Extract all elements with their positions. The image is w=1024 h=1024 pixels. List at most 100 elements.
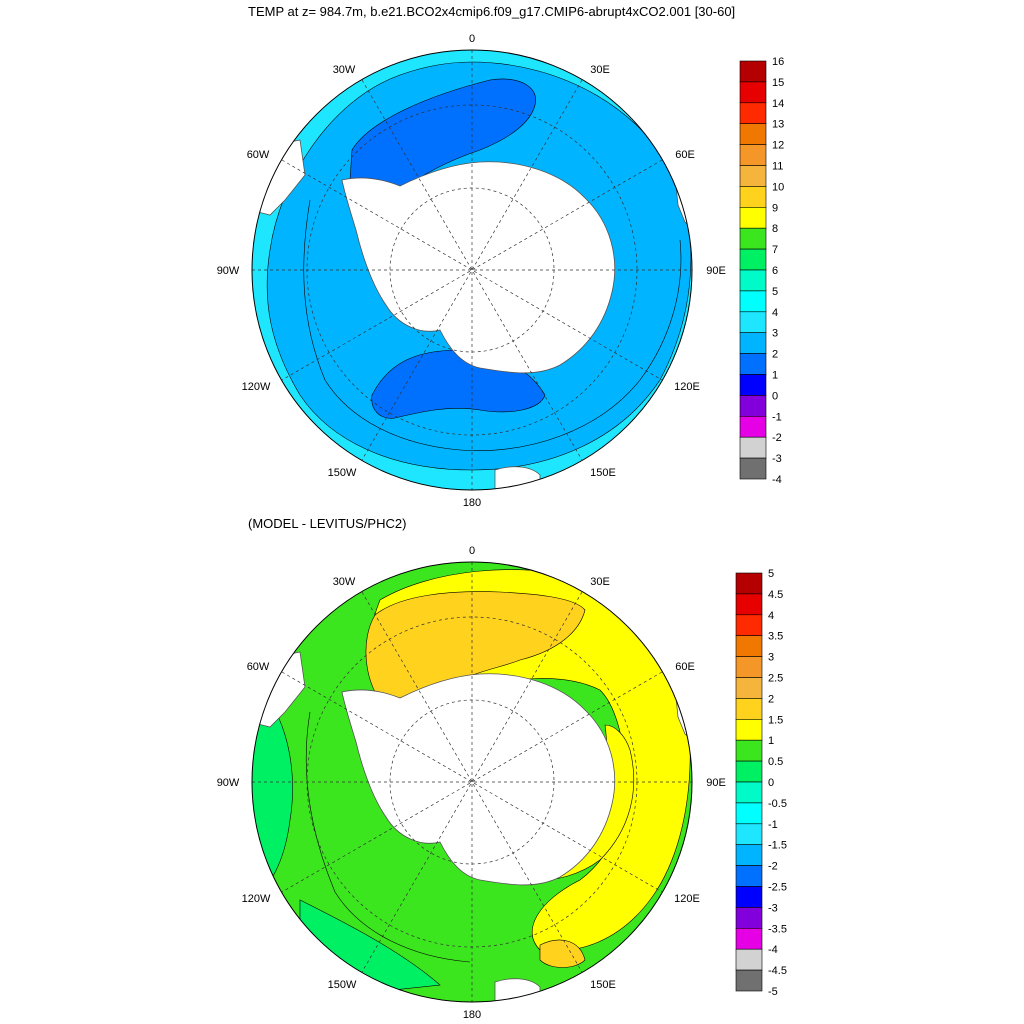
bottom-colorbar-swatch-1 — [735, 593, 763, 616]
bottom-colorbar-label-18: -4 — [768, 944, 778, 956]
top-colorbar-swatch-1 — [739, 81, 767, 104]
top-colorbar-swatch-12 — [739, 311, 767, 333]
bottom-colorbar-swatch-13 — [735, 844, 763, 866]
bottom-colorbar-label-10: 0 — [768, 777, 774, 789]
top-colorbar-label-19: -3 — [772, 453, 782, 465]
top-antarctica — [341, 161, 615, 374]
bottom-graticule — [252, 562, 692, 1002]
bottom-colorbar-label-17: -3.5 — [768, 923, 787, 935]
bottom-colorbar-swatch-5 — [735, 677, 763, 699]
top-map-border — [251, 49, 693, 491]
top-lon-120e: 120E — [674, 381, 700, 393]
top-colorbar-label-7: 9 — [772, 202, 778, 214]
top-colorbar-label-4: 12 — [772, 140, 784, 152]
top-colorbar-label-12: 4 — [772, 307, 778, 319]
top-colorbar-label-5: 11 — [772, 161, 783, 173]
top-colorbar-label-8: 8 — [772, 223, 778, 235]
bottom-lon-150e: 150E — [590, 979, 616, 991]
bottom-colorbar-label-11: -0.5 — [768, 798, 787, 810]
top-colorbar-swatch-0 — [739, 60, 767, 83]
bottom-colorbar-swatch-7 — [735, 718, 763, 741]
top-colorbar-label-3: 13 — [772, 119, 784, 131]
bottom-colorbar-label-5: 2.5 — [768, 673, 783, 685]
top-colorbar-label-11: 5 — [772, 286, 778, 298]
top-lon-150w: 150W — [328, 467, 357, 479]
top-colorbar-swatch-7 — [739, 207, 767, 229]
bottom-colorbar-swatch-6 — [735, 698, 763, 720]
bottom-colorbar-label-16: -3 — [768, 902, 778, 914]
bottom-colorbar-swatch-11 — [735, 802, 763, 825]
bottom-colorbar-label-9: 0.5 — [768, 756, 783, 768]
top-lon-150e: 150E — [590, 467, 616, 479]
bottom-colorbar-swatch-17 — [735, 927, 763, 950]
top-colorbar-swatch-17 — [739, 415, 767, 438]
top-lon-90w: 90W — [217, 265, 240, 277]
bottom-lon-120w: 120W — [242, 893, 271, 905]
top-colorbar-swatch-14 — [739, 353, 767, 375]
bottom-map-border — [251, 561, 693, 1003]
bottom-colorbar-label-0: 5 — [768, 568, 774, 580]
top-colorbar-swatch-5 — [739, 165, 767, 187]
top-colorbar-swatch-18 — [739, 436, 767, 459]
top-colorbar-label-10: 6 — [772, 265, 778, 277]
bottom-antarctica — [341, 673, 615, 886]
bottom-lon-150w: 150W — [328, 979, 357, 991]
bottom-lon-0: 0 — [469, 545, 475, 557]
top-panel-title: TEMP at z= 984.7m, b.e21.BCO2x4cmip6.f09… — [248, 4, 736, 19]
bottom-colorbar-swatch-0 — [735, 572, 763, 595]
top-colorbar-label-9: 7 — [772, 244, 778, 256]
top-colorbar-label-6: 10 — [772, 181, 784, 193]
top-lon-90e: 90E — [706, 265, 726, 277]
top-colorbar-swatch-19 — [739, 457, 767, 480]
top-longitude-labels: 0 30E 60E 90E 120E 150E 180 150W 120W 90… — [217, 33, 726, 509]
top-colorbar-swatch-10 — [739, 269, 767, 292]
bottom-panel-title: (MODEL - LEVITUS/PHC2) — [248, 516, 407, 531]
top-lon-30w: 30W — [333, 64, 356, 76]
bottom-colorbar-label-12: -1 — [768, 819, 778, 831]
bottom-colorbar-swatch-18 — [735, 948, 763, 971]
bottom-lon-60w: 60W — [247, 661, 270, 673]
bottom-colorbar-label-3: 3.5 — [768, 631, 783, 643]
bottom-colorbar-swatch-16 — [735, 907, 763, 929]
bottom-colorbar-swatch-12 — [735, 823, 763, 845]
bottom-colorbar: 5 4.5 4 3.5 3 2.5 2 1.5 1 0.5 0 -0.5 -1 -1.5 -2 -2.5 -3 -… — [735, 568, 787, 998]
top-colorbar-swatch-15 — [739, 374, 767, 396]
top-colorbar-label-15: 1 — [772, 370, 778, 382]
top-colorbar-swatch-11 — [739, 290, 767, 313]
bottom-lon-30w: 30W — [333, 576, 356, 588]
bottom-colorbar-label-6: 2 — [768, 693, 774, 705]
bottom-colorbar-swatch-10 — [735, 781, 763, 804]
top-colorbar-swatch-13 — [739, 332, 767, 354]
bottom-lon-30e: 30E — [590, 576, 610, 588]
top-colorbar-label-14: 2 — [772, 349, 778, 361]
bottom-colorbar-swatch-8 — [735, 739, 763, 762]
top-colorbar-swatch-3 — [739, 123, 767, 145]
top-lon-60e: 60E — [675, 149, 695, 161]
bottom-colorbar-swatch-4 — [735, 656, 763, 678]
bottom-colorbar-label-19: -4.5 — [768, 965, 787, 977]
top-colorbar-swatch-9 — [739, 248, 767, 271]
bottom-lon-120e: 120E — [674, 893, 700, 905]
bottom-colorbar-label-15: -2.5 — [768, 882, 787, 894]
bottom-lon-180: 180 — [463, 1009, 481, 1021]
top-colorbar-swatch-16 — [739, 395, 767, 417]
bottom-lon-90w: 90W — [217, 777, 240, 789]
top-lon-120w: 120W — [242, 381, 271, 393]
bottom-colorbar-swatch-15 — [735, 886, 763, 908]
bottom-colorbar-label-20: -5 — [768, 986, 778, 998]
top-lon-0: 0 — [469, 33, 475, 45]
top-colorbar-label-17: -1 — [772, 411, 782, 423]
top-colorbar-label-1: 15 — [772, 77, 784, 89]
bottom-lon-60e: 60E — [675, 661, 695, 673]
bottom-colorbar-swatch-9 — [735, 760, 763, 783]
bottom-colorbar-swatch-19 — [735, 969, 763, 992]
bottom-colorbar-swatch-14 — [735, 865, 763, 887]
top-colorbar-label-20: -4 — [772, 474, 782, 486]
bottom-colorbar-swatch-2 — [735, 614, 763, 636]
top-colorbar-label-0: 16 — [772, 56, 784, 68]
top-colorbar-swatch-2 — [739, 102, 767, 125]
bottom-colorbar-label-13: -1.5 — [768, 840, 787, 852]
bottom-colorbar-swatch-3 — [735, 635, 763, 657]
bottom-colorbar-label-8: 1 — [768, 735, 774, 747]
